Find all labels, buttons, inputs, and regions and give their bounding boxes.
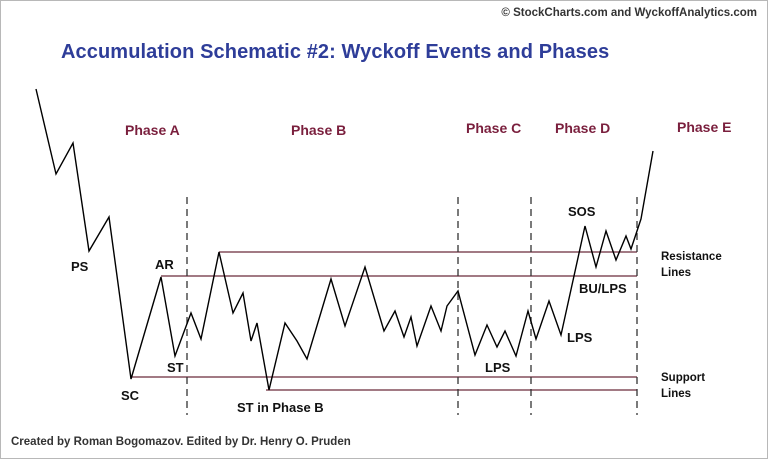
resistance-label-line2: Lines bbox=[661, 267, 691, 279]
event-bu-lps-label: BU/LPS bbox=[579, 281, 627, 296]
phase-b-label: Phase B bbox=[291, 122, 346, 138]
phase-c-label: Phase C bbox=[466, 120, 521, 136]
event-ar-label: AR bbox=[155, 257, 174, 272]
support-label-line2: Lines bbox=[661, 388, 691, 400]
event-st-label: ST bbox=[167, 360, 184, 375]
copyright-notice: © StockCharts.com and WyckoffAnalytics.c… bbox=[501, 7, 757, 19]
page-title: Accumulation Schematic #2: Wyckoff Event… bbox=[61, 41, 610, 63]
event-sos-label: SOS bbox=[568, 204, 596, 219]
phase-a-label: Phase A bbox=[125, 122, 180, 138]
event-lps-phase-d-label: LPS bbox=[567, 330, 593, 345]
credits-footer: Created by Roman Bogomazov. Edited by Dr… bbox=[11, 436, 351, 448]
event-st-phase-b-label: ST in Phase B bbox=[237, 400, 324, 415]
phase-d-label: Phase D bbox=[555, 120, 610, 136]
resistance-label-line1: Resistance bbox=[661, 251, 722, 263]
phase-e-label: Phase E bbox=[677, 119, 731, 135]
support-label-line1: Support bbox=[661, 372, 705, 384]
event-sc-label: SC bbox=[121, 388, 140, 403]
event-lps-phase-c-label: LPS bbox=[485, 360, 511, 375]
price-path bbox=[35, 88, 654, 391]
event-ps-label: PS bbox=[71, 259, 89, 274]
